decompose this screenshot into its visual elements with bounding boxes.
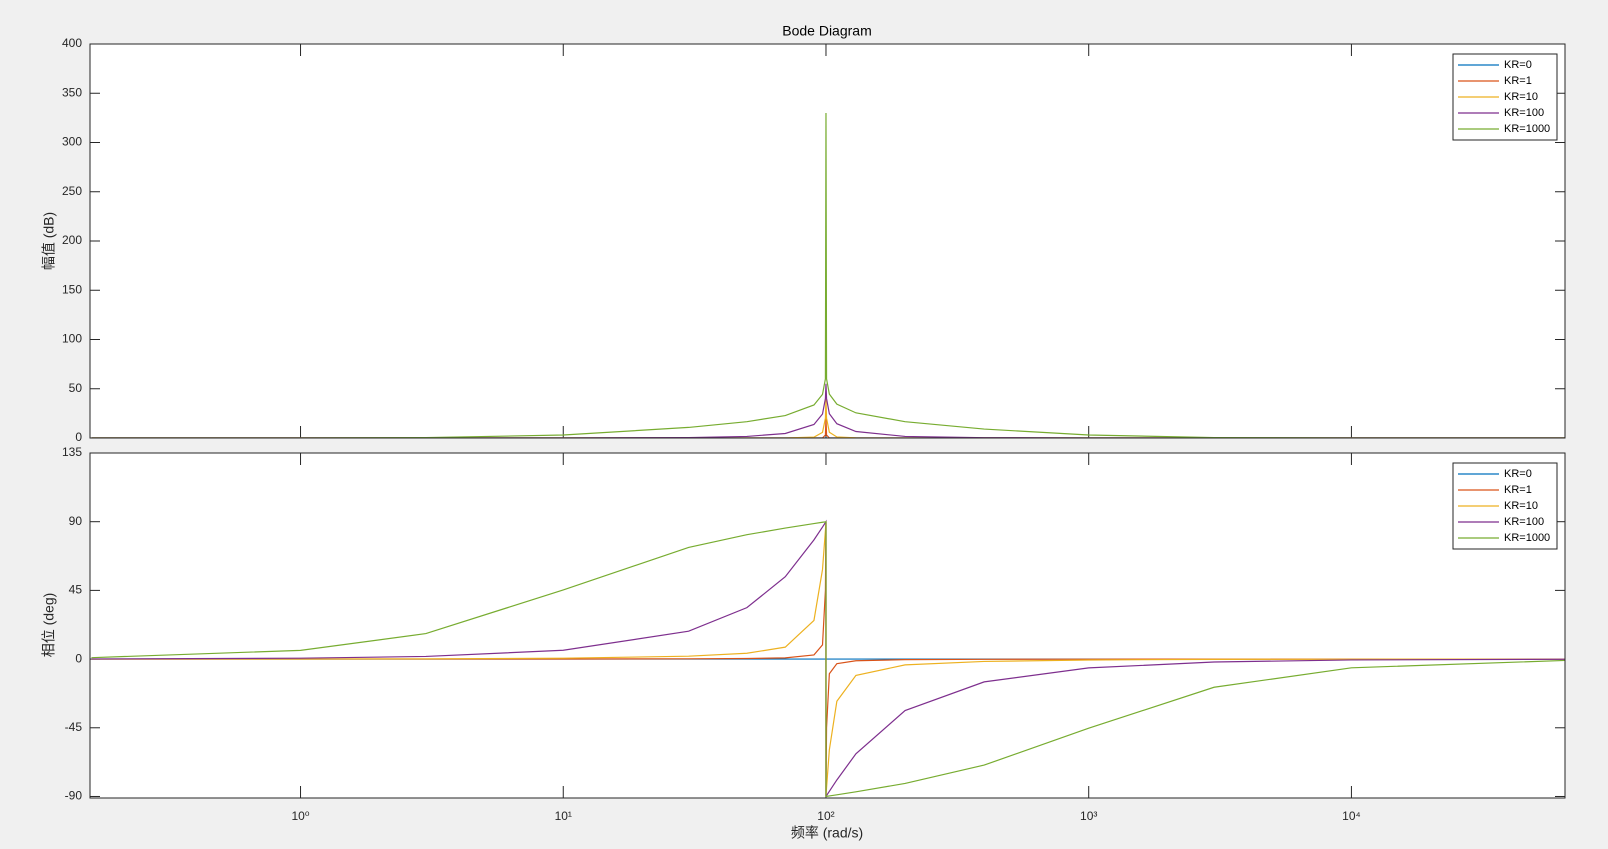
axes-background [90, 44, 1565, 438]
y-axis-label: 幅值 (dB) [41, 212, 57, 270]
y-tick-label: 90 [69, 514, 83, 528]
y-axis-label: 相位 (deg) [41, 593, 57, 658]
legend-label: KR=10 [1504, 91, 1538, 103]
legend-label: KR=0 [1504, 59, 1532, 71]
legend-label: KR=1000 [1504, 123, 1550, 135]
y-tick-label: 0 [75, 430, 82, 444]
y-tick-label: -90 [65, 789, 83, 803]
legend-label: KR=100 [1504, 516, 1544, 528]
y-tick-label: -45 [65, 720, 83, 734]
axes-frame [89, 452, 1566, 799]
y-tick-label: 200 [62, 233, 82, 247]
y-tick-label: 0 [75, 651, 82, 665]
legend-label: KR=1 [1504, 484, 1532, 496]
y-tick-label: 350 [62, 85, 82, 99]
legend-label: KR=10 [1504, 500, 1538, 512]
legend-label: KR=100 [1504, 107, 1544, 119]
plot-area [91, 519, 1565, 798]
chart-title: Bode Diagram [782, 23, 872, 39]
x-tick-label: 10³ [1080, 809, 1097, 823]
x-tick-label: 10² [817, 809, 834, 823]
y-tick-label: 400 [62, 36, 82, 50]
y-tick-label: 300 [62, 135, 82, 149]
x-tick-label: 10⁴ [1342, 809, 1361, 823]
x-tick-label: 10¹ [555, 809, 572, 823]
y-tick-label: 150 [62, 282, 82, 296]
legend-label: KR=1000 [1504, 532, 1550, 544]
y-tick-label: 100 [62, 332, 82, 346]
legend-label: KR=1 [1504, 75, 1532, 87]
y-tick-label: 135 [62, 445, 82, 459]
axes-background [90, 453, 1565, 798]
y-tick-label: 50 [69, 381, 83, 395]
x-tick-label: 10⁰ [291, 809, 309, 823]
axes-frame [89, 43, 1566, 439]
legend-label: KR=0 [1504, 468, 1532, 480]
x-axis-label: 频率 (rad/s) [791, 825, 863, 841]
series-line [91, 520, 1565, 798]
y-tick-label: 250 [62, 184, 82, 198]
y-tick-label: 45 [69, 583, 83, 597]
series-line [91, 112, 1565, 438]
